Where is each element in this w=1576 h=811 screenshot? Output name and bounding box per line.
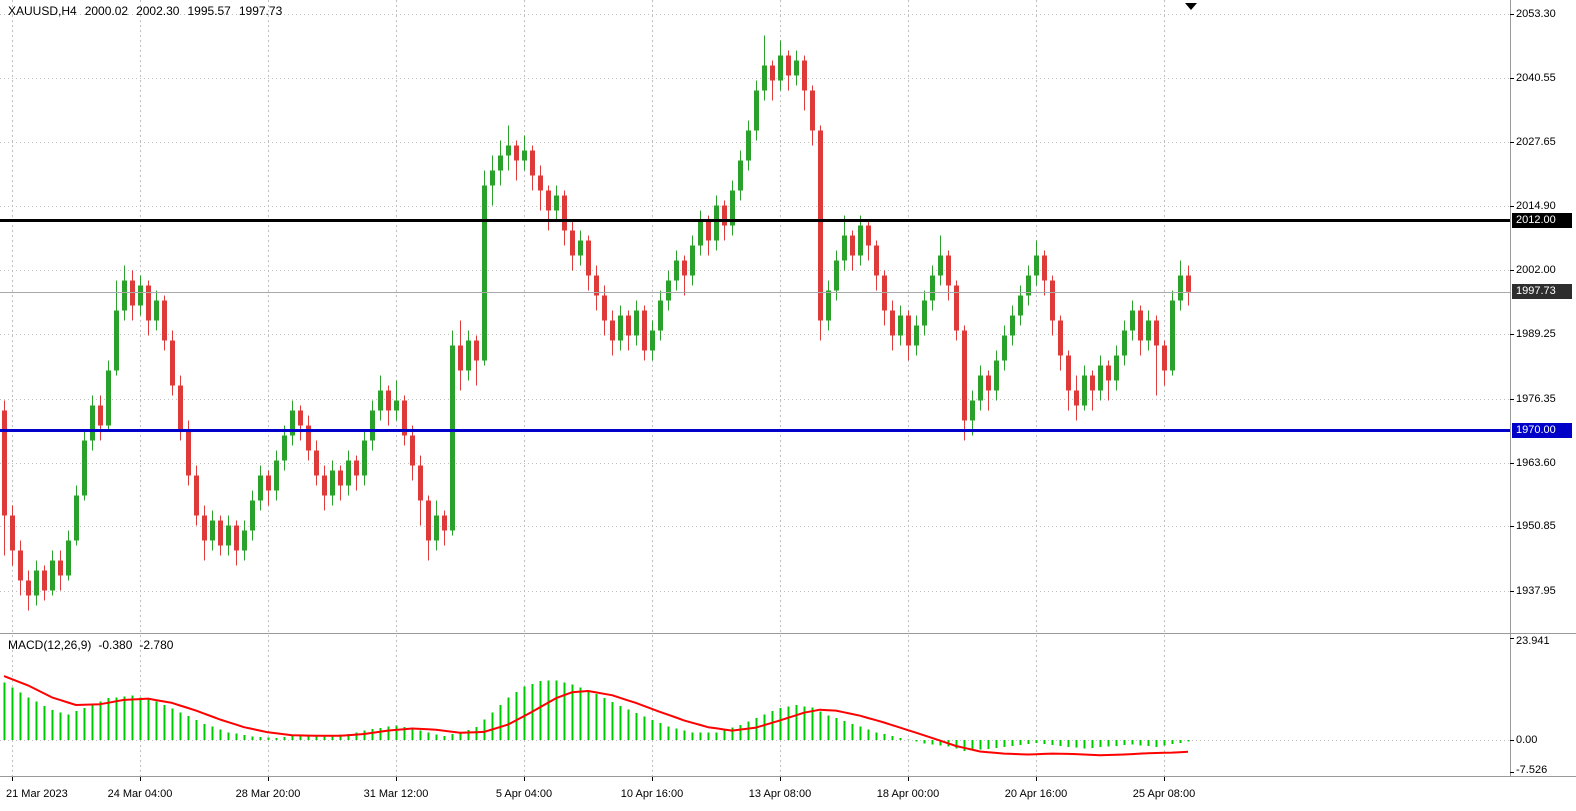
time-axis-label: 25 Apr 08:00 <box>1132 788 1196 800</box>
price-axis-label: 2040.55 <box>1516 72 1556 84</box>
time-axis[interactable]: 21 Mar 2023 24 Mar 04:00 28 Mar 20:00 31 Ma… <box>0 788 1576 810</box>
time-axis-label: 31 Mar 12:00 <box>363 788 429 800</box>
price-axis-label: 1950.85 <box>1516 520 1556 532</box>
resistance-price-badge: 2012.00 <box>1512 213 1572 228</box>
scroll-anchor-icon[interactable] <box>1185 3 1197 10</box>
price-axis-label: 2014.90 <box>1516 200 1556 212</box>
macd-signal-line <box>3 675 1189 757</box>
macd-axis-label: 23.941 <box>1516 635 1550 647</box>
price-axis-label: 2027.65 <box>1516 136 1556 148</box>
current-price-badge: 1997.73 <box>1512 284 1572 299</box>
price-axis-label: 1963.60 <box>1516 457 1556 469</box>
time-axis-label: 24 Mar 04:00 <box>107 788 173 800</box>
time-axis-label: 10 Apr 16:00 <box>620 788 684 800</box>
macd-axis-label: 0.00 <box>1516 734 1538 746</box>
price-axis-label: 2053.30 <box>1516 8 1556 20</box>
macd-axis-label: -7.526 <box>1516 764 1548 776</box>
high-value: 2002.30 <box>136 4 180 18</box>
price-axis-label: 1976.35 <box>1516 393 1556 405</box>
macd-signal-value-label: -2.780 <box>139 638 174 652</box>
open-value: 2000.02 <box>84 4 129 18</box>
symbol-timeframe-label: XAUUSD,H4 <box>8 4 77 18</box>
candles-layer <box>2 35 1191 611</box>
time-axis-label: 28 Mar 20:00 <box>235 788 301 800</box>
time-axis-label: 13 Apr 08:00 <box>748 788 812 800</box>
close-value: 1997.73 <box>238 4 283 18</box>
macd-value-label: -0.380 <box>98 638 133 652</box>
macd-indicator-label: MACD(12,26,9) -0.380 -2.780 <box>8 638 180 652</box>
support-price-badge: 1970.00 <box>1512 423 1572 438</box>
ohlc-header: XAUUSD,H4 2000.02 2002.30 1995.57 1997.73 <box>8 4 290 18</box>
price-axis-label: 2002.00 <box>1516 264 1556 276</box>
time-axis-label: 18 Apr 00:00 <box>876 788 940 800</box>
grid-layer <box>0 0 1510 776</box>
low-value: 1995.57 <box>187 4 231 18</box>
macd-name-label: MACD(12,26,9) <box>8 638 92 652</box>
time-axis-label: 5 Apr 04:00 <box>495 788 553 800</box>
price-axis-label: 1989.25 <box>1516 328 1556 340</box>
time-axis-label: 21 Mar 2023 <box>6 788 68 800</box>
time-axis-label: 20 Apr 16:00 <box>1004 788 1068 800</box>
price-axis-label: 1937.95 <box>1516 585 1556 597</box>
macd-histogram <box>3 680 1190 752</box>
